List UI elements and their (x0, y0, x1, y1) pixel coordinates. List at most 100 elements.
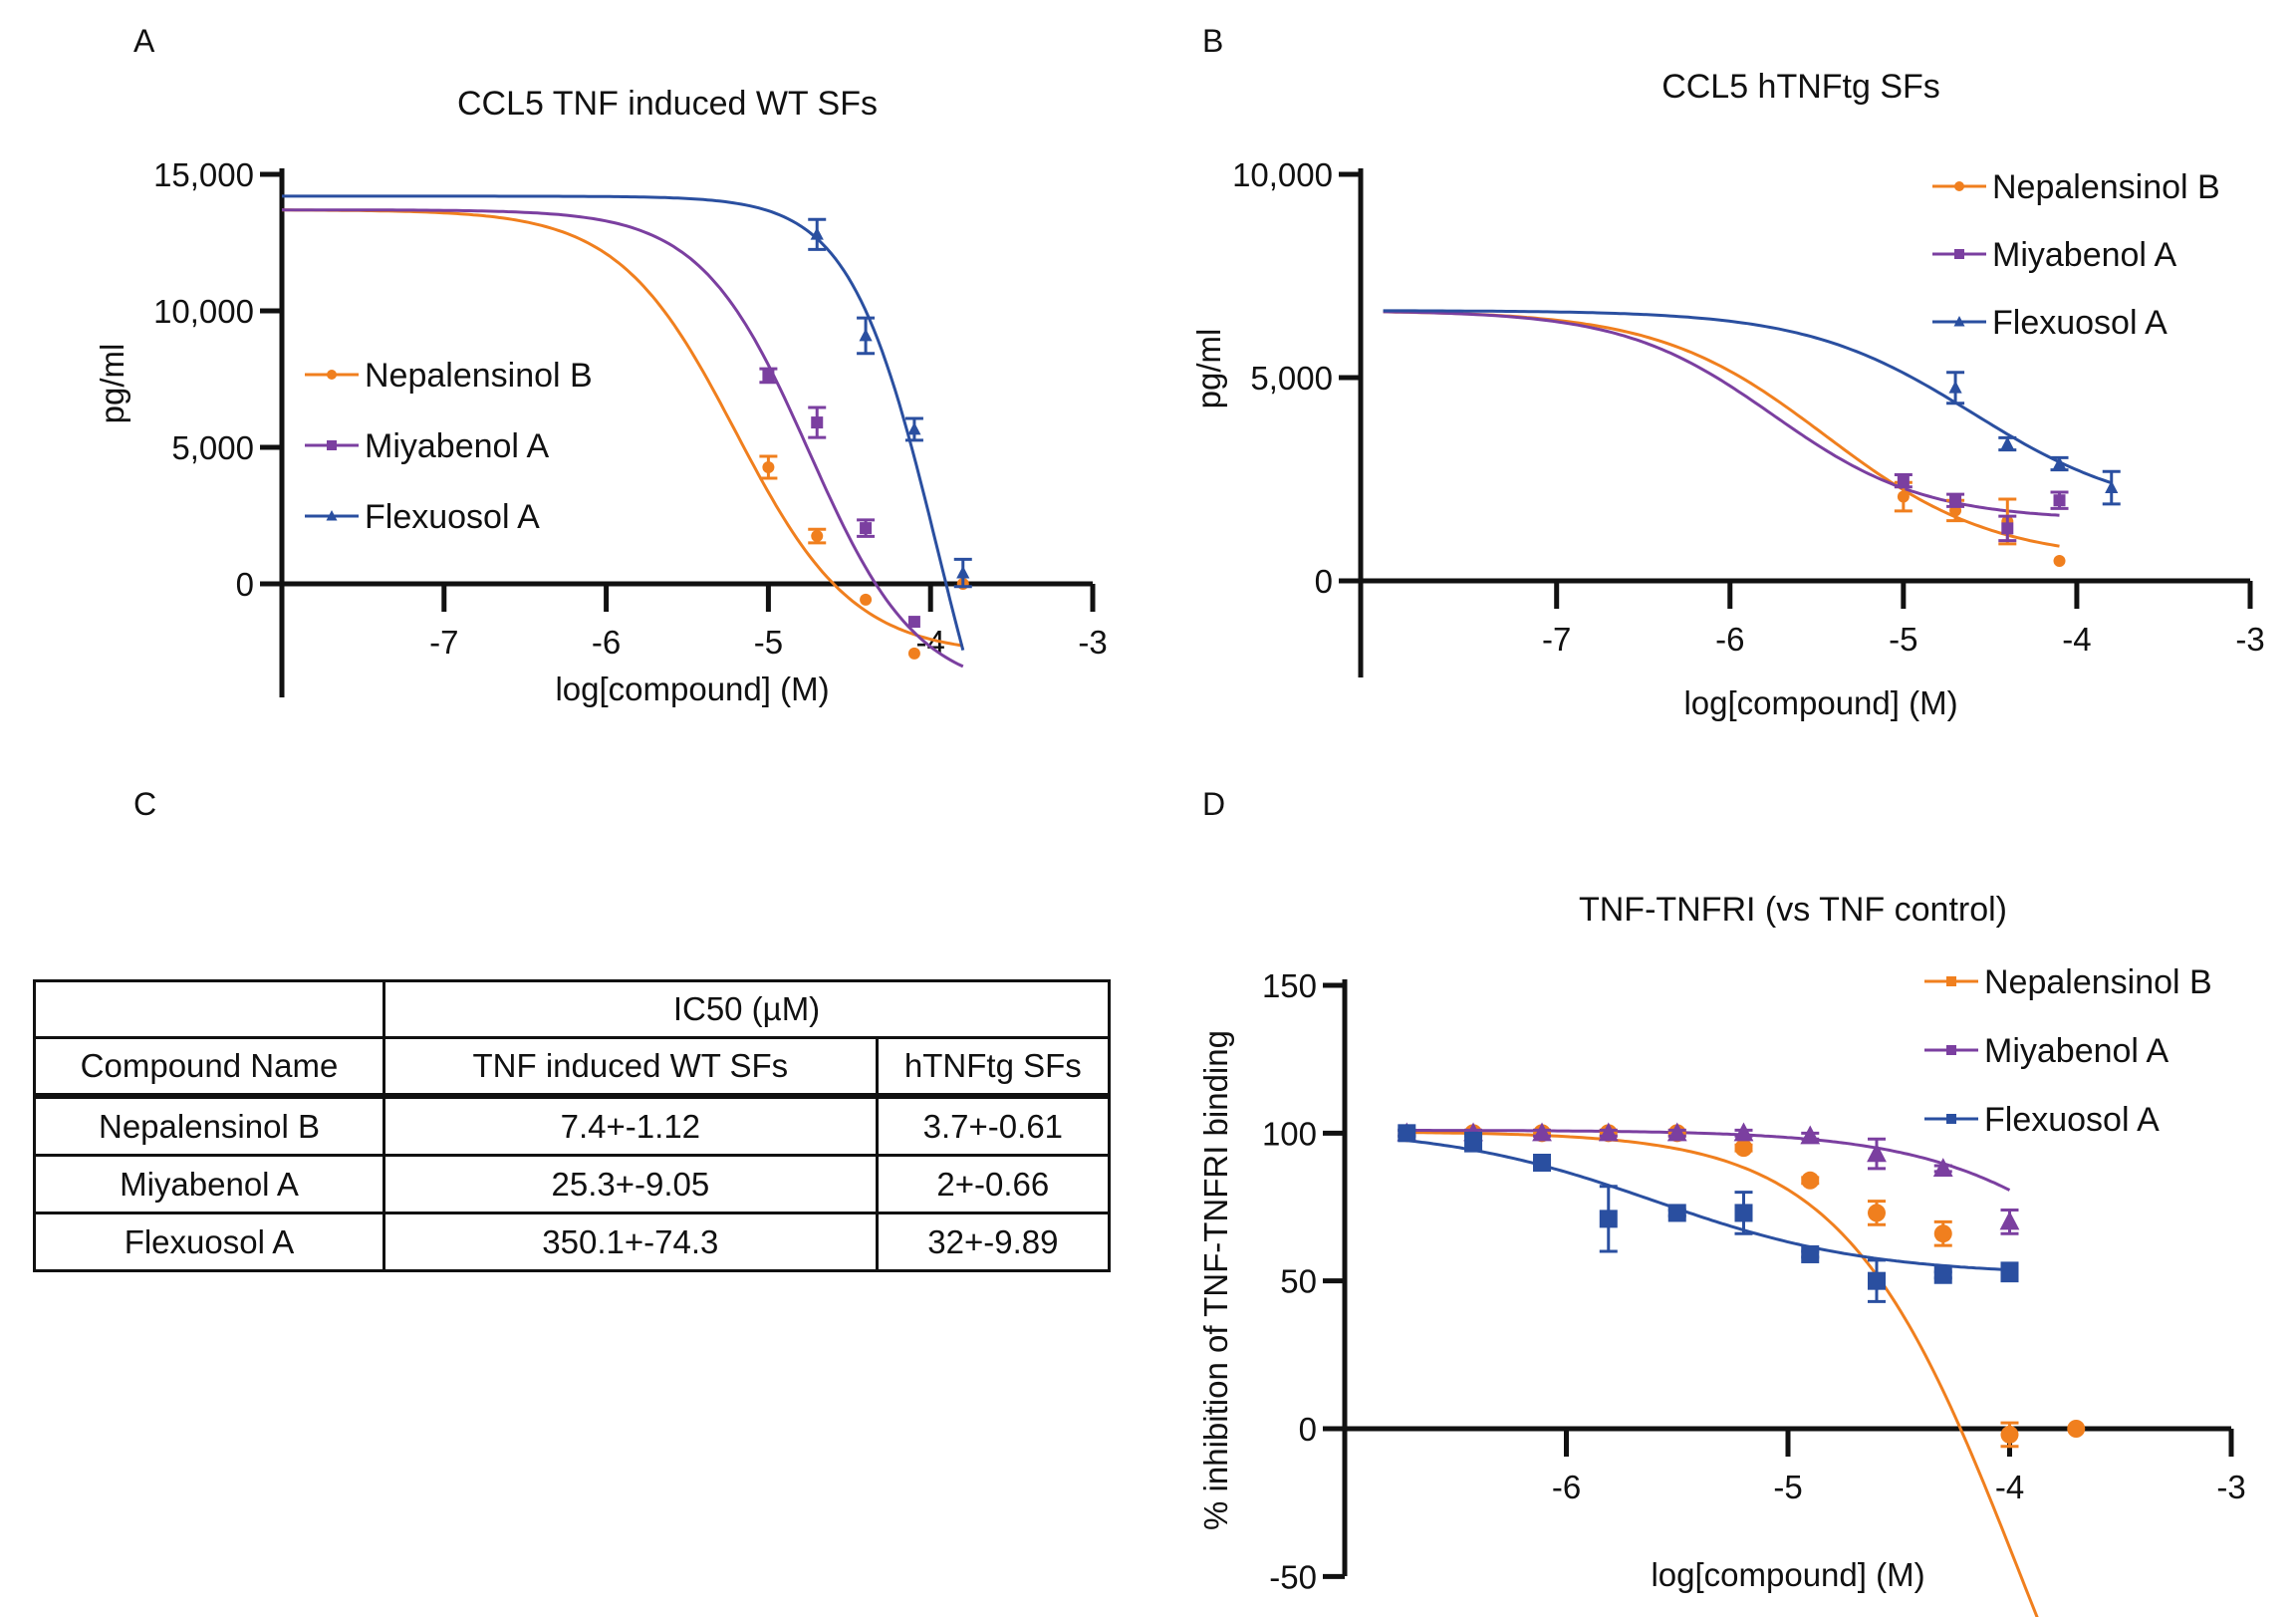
y-tick-label: 5,000 (171, 429, 254, 466)
chart-panel-d: TNF-TNFRI (vs TNF control) -50050100150-… (1197, 891, 2246, 1617)
data-point-miyabenol-a (1666, 1122, 1687, 1142)
data-points (1397, 1122, 2086, 1449)
data-point-nepalensinol-b (860, 593, 873, 606)
data-point-flexuosol-a (810, 227, 824, 240)
x-tick-label: -6 (592, 624, 621, 661)
legend-label: Flexuosol A (1992, 304, 2168, 342)
data-point-nepalensinol-b (907, 647, 920, 660)
legend-marker-icon (1946, 976, 1956, 986)
y-tick-label: 10,000 (1232, 156, 1333, 193)
x-tick-label: -3 (1078, 624, 1107, 661)
y-tick-label: 150 (1262, 967, 1317, 1004)
data-point-miyabenol-a (860, 522, 873, 535)
panel-letter-b: B (1202, 23, 1223, 59)
fit-curve-miyabenol-a (281, 208, 964, 669)
x-tick-label: -6 (1715, 621, 1744, 658)
data-point-miyabenol-a (1932, 1158, 1953, 1178)
data-point-nepalensinol-b (1801, 1171, 1820, 1190)
legend-marker-icon (1946, 1045, 1956, 1055)
legend-marker-icon (1954, 181, 1964, 191)
data-point-flexuosol-a (1398, 1124, 1416, 1143)
data-point-miyabenol-a (762, 369, 775, 382)
legend-label: Miyabenol A (1984, 1032, 2169, 1070)
table-cell-value: 3.7+-0.61 (875, 1094, 1112, 1157)
chart-title: CCL5 hTNFtg SFs (1661, 68, 1940, 106)
fit-curve-flexuosol-a (1406, 1139, 2010, 1271)
table-row: Nepalensinol B 7.4+-1.12 3.7+-0.61 (33, 1094, 1112, 1157)
table-group-header-row: IC50 (µM) (33, 979, 1112, 1039)
legend-marker-icon (1954, 249, 1964, 259)
y-tick-label: 100 (1262, 1115, 1317, 1152)
table-cell-value: 32+-9.89 (875, 1212, 1112, 1272)
y-tick-label: 0 (236, 566, 254, 603)
data-point-miyabenol-a (1532, 1122, 1552, 1142)
legend-label: Nepalensinol B (1992, 168, 2220, 206)
data-point-miyabenol-a (2001, 522, 2014, 535)
panel-letter-a: A (133, 23, 155, 59)
y-tick-label: 0 (1315, 563, 1333, 600)
data-point-miyabenol-a (907, 616, 920, 629)
x-tick-label: -5 (1889, 621, 1917, 658)
table-cell-value: 350.1+-74.3 (382, 1212, 879, 1272)
legend-label: Nepalensinol B (365, 357, 593, 395)
data-point-nepalensinol-b (811, 530, 824, 543)
table-group-header: IC50 (µM) (382, 979, 1112, 1039)
data-point-nepalensinol-b (1897, 490, 1910, 503)
fit-curves (1406, 1129, 2039, 1617)
data-point-nepalensinol-b (1933, 1224, 1952, 1243)
fit-curve-flexuosol-a (1383, 309, 2113, 485)
panel-letter-d: D (1202, 786, 1225, 822)
x-tick-label: -7 (1542, 621, 1571, 658)
column-header: Compound Name (33, 1036, 385, 1099)
chart-title: CCL5 TNF induced WT SFs (457, 85, 878, 123)
data-point-miyabenol-a (1949, 494, 1962, 507)
table-cell-compound: Nepalensinol B (33, 1094, 385, 1157)
y-tick-label: -50 (1269, 1558, 1317, 1595)
legend-marker-icon (327, 440, 337, 450)
fit-curve-miyabenol-a (1406, 1129, 2011, 1192)
data-point-miyabenol-a (2053, 494, 2066, 507)
fit-curves (281, 194, 965, 669)
x-tick-label: -3 (2216, 1469, 2245, 1505)
y-tick-label: 50 (1280, 1263, 1317, 1300)
table-cell-value: 25.3+-9.05 (382, 1154, 879, 1214)
y-tick-label: 5,000 (1250, 360, 1333, 397)
data-point-flexuosol-a (1734, 1204, 1753, 1222)
y-axis-title: % inhibition of TNF-TNFRI binding (1197, 1030, 1234, 1530)
data-point-miyabenol-a (1867, 1143, 1887, 1163)
y-axis-title: pg/ml (94, 344, 130, 424)
data-point-flexuosol-a (907, 421, 921, 435)
y-tick-label: 0 (1299, 1411, 1317, 1448)
tick-labels: -50 0 50 100 150 -6 -5 -4 -3 (1262, 967, 2246, 1595)
fit-curve-nepalensinol-b (1406, 1131, 2039, 1617)
table-cell-compound: Flexuosol A (33, 1212, 385, 1272)
chart-panel-b: CCL5 hTNFtg SFs 0 5,000 10,000 -7 -6 -5 -4 -3 l… (1190, 68, 2265, 721)
data-points (759, 217, 972, 660)
data-point-nepalensinol-b (1734, 1139, 1753, 1158)
panel-letter-c: C (133, 786, 156, 822)
data-point-nepalensinol-b (2000, 1425, 2019, 1444)
x-tick-label: -5 (754, 624, 783, 661)
x-tick-label: -6 (1552, 1469, 1581, 1505)
table-cell-value: 2+-0.66 (875, 1154, 1112, 1214)
table-cell-value: 7.4+-1.12 (382, 1094, 879, 1157)
legend-label: Nepalensinol B (1984, 963, 2212, 1001)
legend-marker-icon (1953, 316, 1965, 327)
data-point-miyabenol-a (1598, 1122, 1619, 1142)
data-point-flexuosol-a (2052, 456, 2067, 469)
data-point-nepalensinol-b (762, 461, 775, 474)
column-header: hTNFtg SFs (875, 1036, 1112, 1099)
x-tick-label: -5 (1773, 1469, 1802, 1505)
axes (260, 168, 1096, 697)
data-point-miyabenol-a (1800, 1125, 1821, 1145)
table-cell-compound: Miyabenol A (33, 1154, 385, 1214)
data-points (1894, 371, 2121, 568)
y-tick-label: 15,000 (153, 156, 254, 193)
data-point-miyabenol-a (1897, 474, 1910, 487)
x-tick-label: -4 (1995, 1469, 2024, 1505)
x-axis-title: log[compound] (M) (1651, 1556, 1924, 1593)
table-row: Flexuosol A 350.1+-74.3 32+-9.89 (33, 1212, 1112, 1272)
data-point-flexuosol-a (1933, 1265, 1952, 1284)
data-point-flexuosol-a (1599, 1210, 1618, 1228)
